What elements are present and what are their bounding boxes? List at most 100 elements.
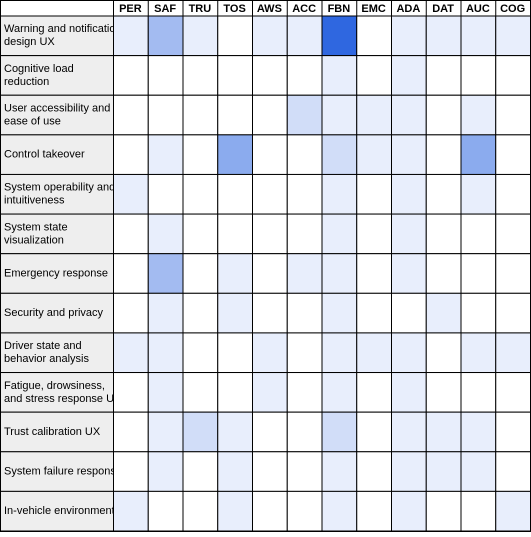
heat-cell (252, 372, 288, 413)
heat-cell (391, 451, 427, 492)
heat-cell (217, 411, 253, 453)
heat-cell (321, 292, 358, 334)
heat-cell (460, 94, 497, 136)
heat-cell (425, 292, 462, 334)
heat-cell (391, 173, 427, 215)
column-header: COG (500, 3, 525, 15)
column-header: PER (119, 3, 142, 15)
heat-cell (286, 411, 323, 453)
heat-cell (217, 451, 253, 492)
heat-cell (495, 94, 531, 136)
heat-cell (425, 332, 462, 374)
heat-cell (182, 292, 219, 334)
heat-cell (217, 213, 253, 255)
heat-cell (182, 94, 219, 136)
heat-cell (425, 213, 462, 255)
heat-cell (147, 55, 184, 96)
heat-cell (217, 134, 253, 175)
heat-cell (217, 253, 253, 294)
heat-cell (391, 134, 427, 175)
row-label: Cognitive load (4, 63, 74, 75)
heat-cell (252, 490, 288, 532)
row-label: ease of use (4, 115, 61, 127)
heat-cell (495, 253, 531, 294)
heat-cell (113, 372, 149, 413)
heat-cell (495, 490, 531, 532)
heat-cell (495, 134, 531, 175)
heat-cell (356, 372, 392, 413)
column-header: TOS (223, 3, 245, 15)
heat-cell (147, 134, 184, 175)
heat-cell (113, 451, 149, 492)
heat-cell (286, 15, 323, 57)
heat-cell (217, 55, 253, 96)
heat-cell (217, 490, 253, 532)
heat-cell (391, 15, 427, 57)
heat-cell (252, 173, 288, 215)
heat-cell (356, 173, 392, 215)
heat-cell (147, 451, 184, 492)
heat-cell (286, 173, 323, 215)
heat-cell (147, 372, 184, 413)
heat-cell (356, 332, 392, 374)
heat-cell (425, 94, 462, 136)
row-label: visualization (4, 234, 64, 246)
column-header: AUC (466, 3, 490, 15)
heat-cell (182, 15, 219, 57)
heat-cell (391, 411, 427, 453)
heat-cell (217, 94, 253, 136)
heat-cell (217, 372, 253, 413)
row-label: Control takeover (4, 149, 85, 161)
heat-cell (495, 372, 531, 413)
heat-cell (252, 332, 288, 374)
heat-cell (321, 173, 358, 215)
heat-cell (425, 253, 462, 294)
heat-cell (391, 55, 427, 96)
heat-cell (321, 134, 358, 175)
heat-cell (460, 490, 497, 532)
row-label-cell (0, 451, 114, 492)
heat-cell (391, 253, 427, 294)
heat-cell (425, 451, 462, 492)
heat-cell (356, 292, 392, 334)
heat-cell (252, 292, 288, 334)
heat-cell (182, 372, 219, 413)
heat-cell (495, 15, 531, 57)
heat-cell (217, 292, 253, 334)
heat-cell (495, 173, 531, 215)
row-label: intuitiveness (4, 195, 65, 207)
heat-cell (286, 332, 323, 374)
heat-cell (147, 253, 184, 294)
heat-cell (425, 372, 462, 413)
heat-cell (321, 253, 358, 294)
heat-cell (425, 55, 462, 96)
heat-cell (113, 292, 149, 334)
row-label: Emergency response (4, 267, 108, 279)
heat-cell (391, 292, 427, 334)
heat-cell (495, 292, 531, 334)
heat-cell (147, 94, 184, 136)
column-header: TRU (189, 3, 212, 15)
heat-cell (460, 253, 497, 294)
heat-cell (425, 490, 462, 532)
heat-cell (356, 451, 392, 492)
row-label-cell (0, 94, 114, 136)
heat-cell (286, 372, 323, 413)
heat-cell (252, 451, 288, 492)
heat-cell (182, 253, 219, 294)
heat-cell (425, 411, 462, 453)
heat-cell (182, 213, 219, 255)
heat-cell (113, 213, 149, 255)
row-label: behavior analysis (4, 353, 89, 365)
heat-cell (286, 451, 323, 492)
heat-cell (356, 411, 392, 453)
heat-cell (252, 411, 288, 453)
heat-cell (321, 490, 358, 532)
heat-cell (252, 15, 288, 57)
heat-cell (321, 15, 358, 57)
heat-cell (495, 451, 531, 492)
heat-cell (147, 411, 184, 453)
heat-cell (321, 332, 358, 374)
heat-cell (495, 55, 531, 96)
heat-cell (252, 134, 288, 175)
